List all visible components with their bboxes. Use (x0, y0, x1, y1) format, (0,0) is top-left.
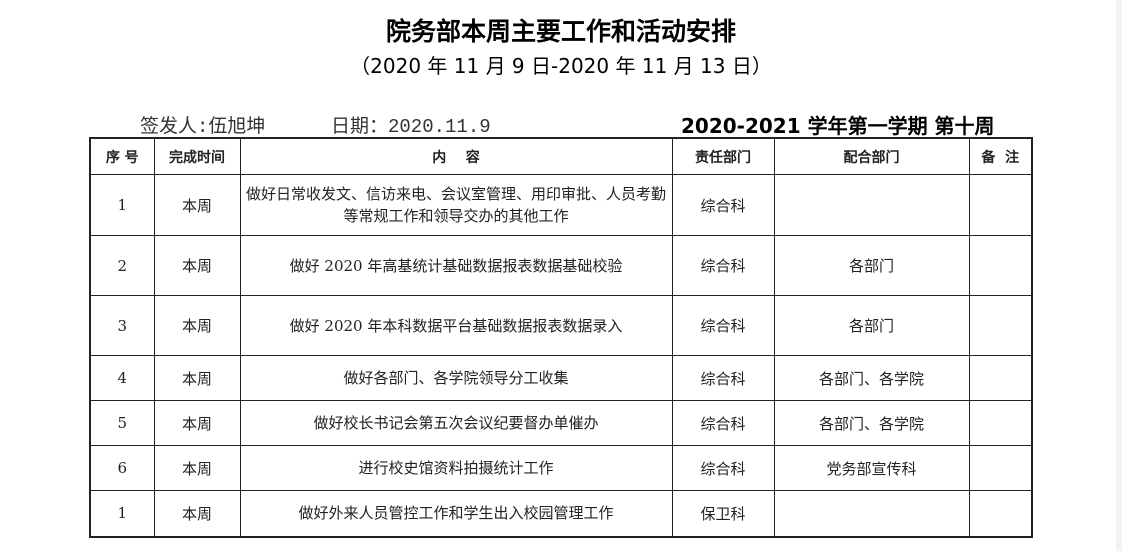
row-no: 1 (89, 490, 155, 537)
row-time: 本周 (153, 445, 241, 491)
row-content: 做好外来人员管控工作和学生出入校园管理工作 (239, 490, 673, 537)
header-coop: 配合部门 (773, 137, 970, 175)
row-time: 本周 (153, 400, 241, 446)
table-row: 5 本周 做好校长书记会第五次会议纪要督办单催办 综合科 各部门、各学院 (89, 400, 1033, 446)
row-note (968, 445, 1033, 491)
row-time: 本周 (153, 235, 241, 296)
row-dept: 综合科 (671, 445, 775, 491)
table-row: 1 本周 做好外来人员管控工作和学生出入校园管理工作 保卫科 (89, 490, 1033, 537)
row-content: 做好 2020 年高基统计基础数据报表数据基础校验 (239, 235, 673, 296)
issue-date: 日期：2020.11.9 (331, 116, 491, 138)
row-no: 2 (89, 235, 155, 296)
header-time: 完成时间 (153, 137, 241, 175)
row-dept: 综合科 (671, 295, 775, 356)
row-coop: 各部门、各学院 (773, 400, 970, 446)
row-note (968, 400, 1033, 446)
row-time: 本周 (153, 490, 241, 537)
table-row: 6 本周 进行校史馆资料拍摄统计工作 综合科 党务部宣传科 (89, 445, 1033, 491)
row-coop (773, 490, 970, 537)
header-note: 备 注 (968, 137, 1033, 175)
row-coop: 各部门、各学院 (773, 355, 970, 401)
row-dept: 综合科 (671, 235, 775, 296)
row-note (968, 174, 1033, 236)
row-no: 3 (89, 295, 155, 356)
row-content: 做好校长书记会第五次会议纪要督办单催办 (239, 400, 673, 446)
table-header: 序 号 完成时间 内 容 责任部门 配合部门 备 注 (89, 137, 1033, 175)
row-coop: 各部门 (773, 235, 970, 296)
row-dept: 综合科 (671, 355, 775, 401)
date-range: （2020 年 11 月 9 日-2020 年 11 月 13 日） (350, 54, 772, 78)
row-time: 本周 (153, 355, 241, 401)
row-content: 进行校史馆资料拍摄统计工作 (239, 445, 673, 491)
term-week: 2020-2021 学年第一学期 第十周 (681, 114, 995, 138)
table-row: 2 本周 做好 2020 年高基统计基础数据报表数据基础校验 综合科 各部门 (89, 235, 1033, 296)
scrollbar[interactable] (1116, 0, 1122, 551)
header-no: 序 号 (89, 137, 155, 175)
table-row: 3 本周 做好 2020 年本科数据平台基础数据报表数据录入 综合科 各部门 (89, 295, 1033, 356)
row-note (968, 355, 1033, 401)
page-title: 院务部本周主要工作和活动安排 (385, 17, 736, 46)
row-coop: 党务部宣传科 (773, 445, 970, 491)
header-dept: 责任部门 (671, 137, 775, 175)
row-time: 本周 (153, 174, 241, 236)
row-time: 本周 (153, 295, 241, 356)
row-note (968, 295, 1033, 356)
issuer: 签发人:伍旭坤 (140, 116, 266, 138)
row-coop: 各部门 (773, 295, 970, 356)
schedule-table: 序 号 完成时间 内 容 责任部门 配合部门 备 注 1 本周 做好日常收发文、信访… (89, 137, 1033, 538)
row-note (968, 490, 1033, 537)
row-content: 做好各部门、各学院领导分工收集 (239, 355, 673, 401)
row-no: 6 (89, 445, 155, 491)
header-content: 内 容 (239, 137, 673, 175)
row-dept: 保卫科 (671, 490, 775, 537)
row-content: 做好 2020 年本科数据平台基础数据报表数据录入 (239, 295, 673, 356)
row-no: 5 (89, 400, 155, 446)
row-no: 4 (89, 355, 155, 401)
row-dept: 综合科 (671, 174, 775, 236)
row-content: 做好日常收发文、信访来电、会议室管理、用印审批、人员考勤等常规工作和领导交办的其… (239, 174, 673, 236)
row-dept: 综合科 (671, 400, 775, 446)
table-row: 4 本周 做好各部门、各学院领导分工收集 综合科 各部门、各学院 (89, 355, 1033, 401)
row-no: 1 (89, 174, 155, 236)
table-row: 1 本周 做好日常收发文、信访来电、会议室管理、用印审批、人员考勤等常规工作和领导交… (89, 174, 1033, 236)
row-coop (773, 174, 970, 236)
row-note (968, 235, 1033, 296)
